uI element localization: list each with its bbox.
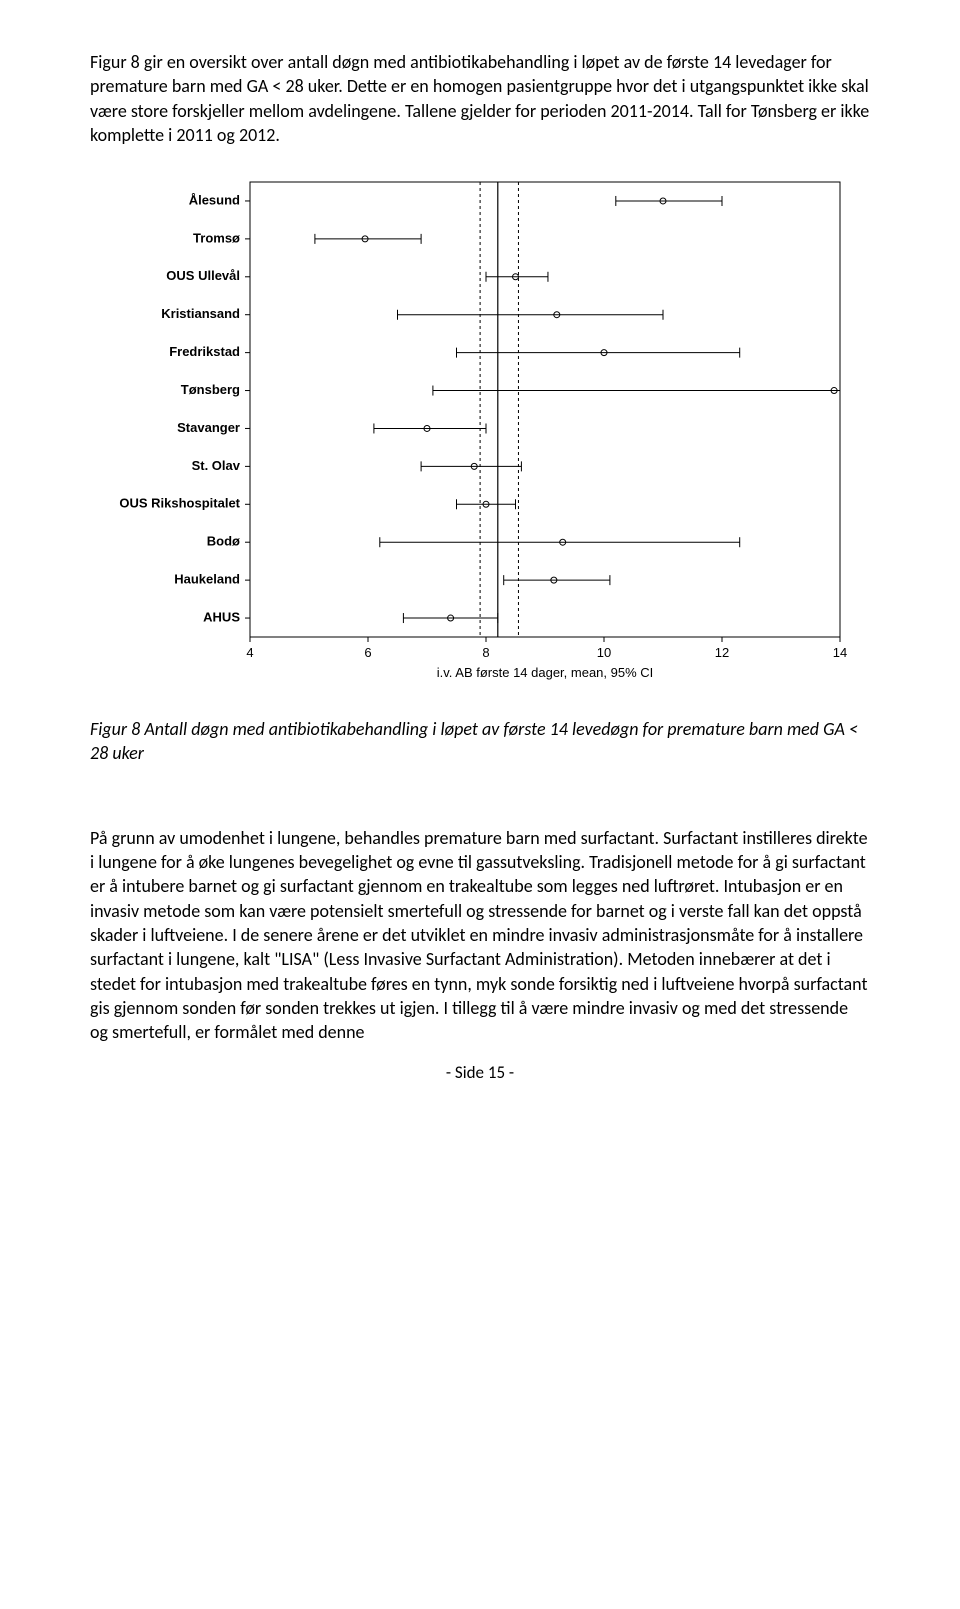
forest-chart: 4 6 8 10 12 14 i.v. AB første 14 dager, mean, … bbox=[100, 167, 860, 687]
svg-text:Haukeland: Haukeland bbox=[174, 572, 240, 587]
svg-text:14: 14 bbox=[833, 645, 847, 660]
chart-svg: 4 6 8 10 12 14 i.v. AB første 14 dager, mean, … bbox=[100, 167, 860, 687]
svg-text:AHUS: AHUS bbox=[203, 610, 240, 625]
svg-text:8: 8 bbox=[482, 645, 489, 660]
svg-text:Tønsberg: Tønsberg bbox=[181, 382, 240, 397]
svg-text:Fredrikstad: Fredrikstad bbox=[169, 344, 240, 359]
svg-text:Ålesund: Ålesund bbox=[189, 193, 240, 208]
intro-paragraph: Figur 8 gir en oversikt over antall døgn… bbox=[90, 50, 870, 147]
svg-text:OUS Rikshospitalet: OUS Rikshospitalet bbox=[119, 496, 240, 511]
body-paragraph: På grunn av umodenhet i lungene, behandl… bbox=[90, 826, 870, 1045]
svg-text:i.v. AB første 14 dager, mean,: i.v. AB første 14 dager, mean, 95% CI bbox=[437, 665, 654, 680]
page: Figur 8 gir en oversikt over antall døgn… bbox=[0, 0, 960, 1123]
svg-text:Tromsø: Tromsø bbox=[193, 231, 240, 246]
svg-text:10: 10 bbox=[597, 645, 611, 660]
figure-caption: Figur 8 Antall døgn med antibiotikabehan… bbox=[90, 717, 870, 766]
page-footer: - Side 15 - bbox=[90, 1062, 870, 1083]
svg-text:6: 6 bbox=[364, 645, 371, 660]
svg-text:4: 4 bbox=[246, 645, 253, 660]
svg-text:Stavanger: Stavanger bbox=[177, 420, 240, 435]
svg-text:12: 12 bbox=[715, 645, 729, 660]
svg-text:Kristiansand: Kristiansand bbox=[161, 306, 240, 321]
svg-text:St. Olav: St. Olav bbox=[192, 458, 241, 473]
svg-text:Bodø: Bodø bbox=[207, 534, 240, 549]
svg-text:OUS Ullevål: OUS Ullevål bbox=[166, 268, 240, 283]
